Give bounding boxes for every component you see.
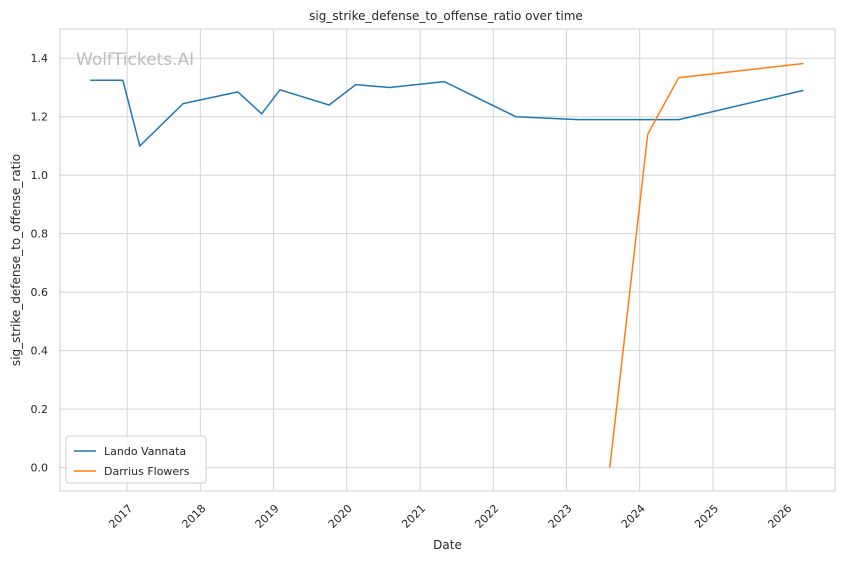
y-tick-label: 1.4 <box>31 52 49 65</box>
y-tick-label: 0.8 <box>31 228 49 241</box>
series-layer <box>90 62 804 468</box>
y-axis-title: sig_strike_defense_to_offense_ratio <box>9 154 23 366</box>
x-tick-label: 2022 <box>472 502 501 531</box>
legend-box <box>65 435 207 484</box>
y-axis: 0.0 0.2 0.4 0.6 0.8 1.0 1.2 1.4 <box>31 52 49 474</box>
y-tick-label: 0.4 <box>31 345 49 358</box>
x-tick-label: 2026 <box>765 502 794 531</box>
y-tick-label: 1.0 <box>31 169 49 182</box>
chart-title: sig_strike_defense_to_offense_ratio over… <box>309 9 583 23</box>
x-axis: 2017 2018 2019 2020 2021 2022 2023 2024 2025 2026 <box>106 502 794 531</box>
x-tick-label: 2018 <box>179 502 208 531</box>
x-tick-label: 2019 <box>253 502 282 531</box>
legend: Lando Vannata Darrius Flowers <box>65 435 207 484</box>
x-tick-label: 2017 <box>106 502 135 531</box>
y-tick-label: 0.0 <box>31 462 49 475</box>
series-line-darrius-flowers <box>609 62 804 468</box>
y-tick-label: 1.2 <box>31 111 49 124</box>
grid <box>60 29 835 491</box>
x-tick-label: 2024 <box>619 502 648 531</box>
y-tick-label: 0.2 <box>31 403 49 416</box>
y-tick-label: 0.6 <box>31 286 49 299</box>
plot-area <box>59 28 836 492</box>
x-tick-label: 2021 <box>399 502 428 531</box>
x-tick-label: 2025 <box>692 502 721 531</box>
x-tick-label: 2023 <box>546 502 575 531</box>
x-tick-label: 2020 <box>326 502 355 531</box>
watermark: WolfTickets.AI <box>76 50 194 70</box>
legend-label: Darrius Flowers <box>104 465 190 478</box>
series-line-lando-vannata <box>90 79 804 147</box>
legend-label: Lando Vannata <box>104 445 186 458</box>
x-axis-title: Date <box>433 538 462 552</box>
